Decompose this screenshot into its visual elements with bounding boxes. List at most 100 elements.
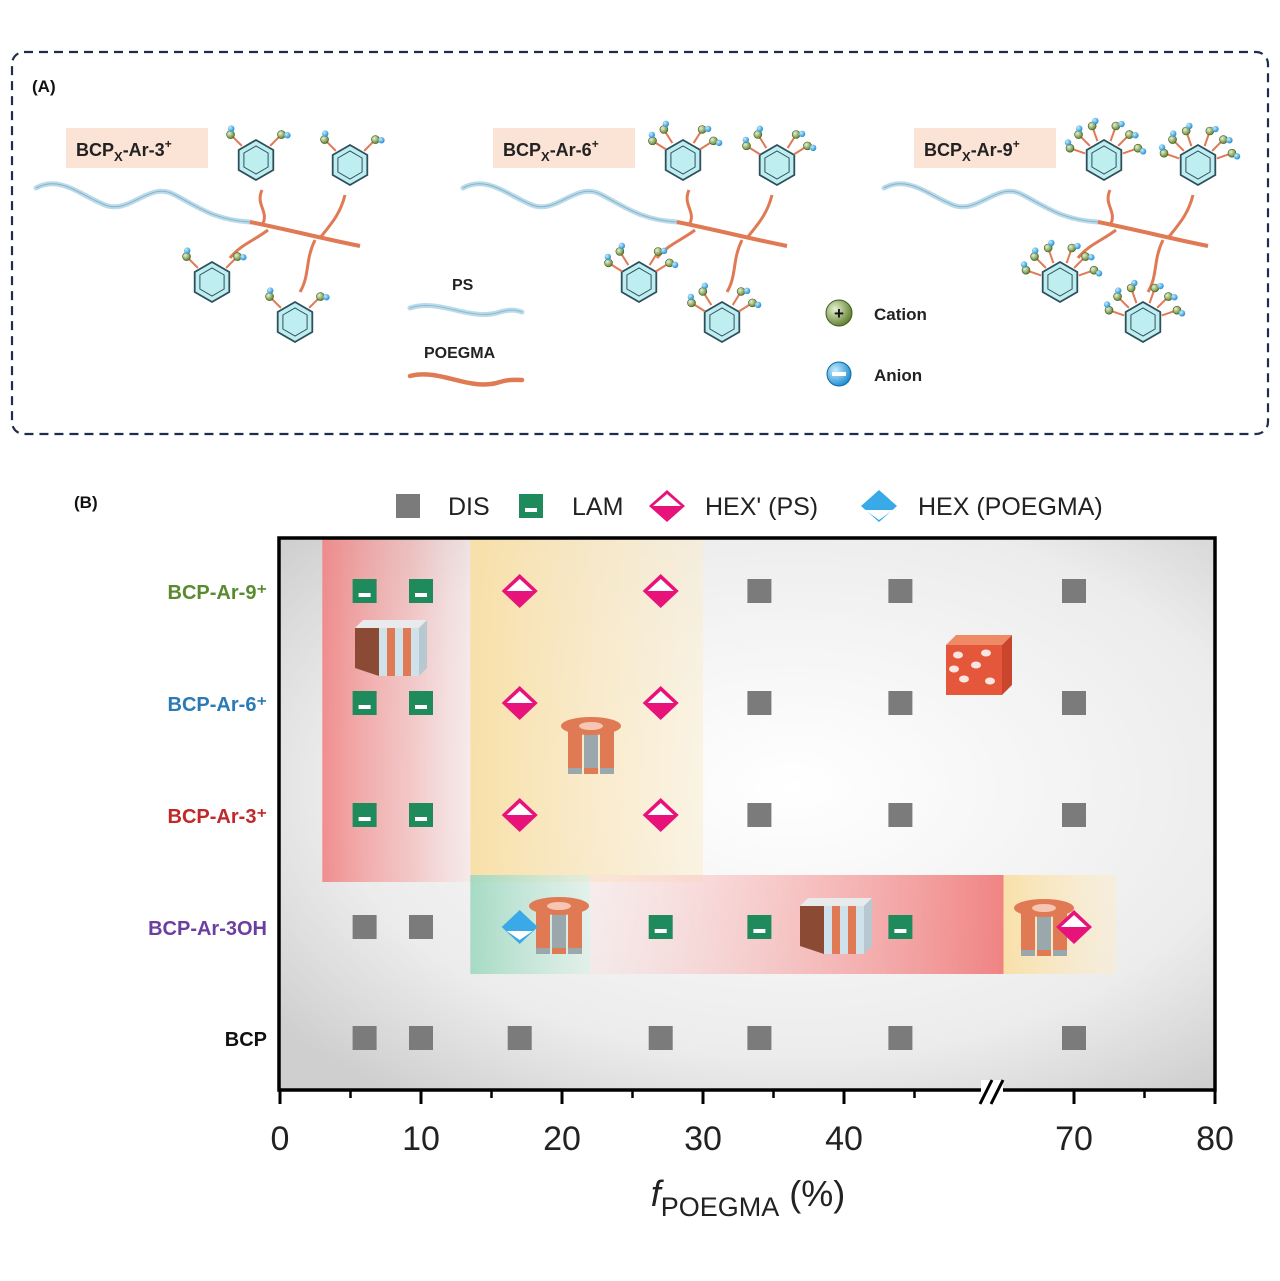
cylinder-top-inner	[547, 902, 571, 910]
molecule-label-main: BCP	[924, 140, 962, 160]
benzene-inner-ring	[764, 150, 790, 180]
side-chain	[228, 228, 269, 259]
benzene-ring-icon	[664, 138, 702, 182]
side-chain	[1076, 228, 1117, 259]
anion-icon	[1158, 144, 1166, 151]
anion-icon	[1171, 294, 1178, 301]
cube-top	[355, 620, 427, 628]
anion-icon	[1186, 122, 1193, 130]
hex-ps-marker-fill	[647, 579, 674, 591]
cation-icon	[1087, 121, 1097, 131]
y-category-label: BCP-Ar-3⁺	[168, 806, 267, 828]
cation-icon	[277, 130, 286, 139]
data-point	[409, 803, 433, 827]
lam-marker-bar	[358, 593, 371, 597]
anion-icon	[648, 131, 656, 139]
data-point	[1062, 1026, 1086, 1050]
dis-marker	[888, 803, 913, 827]
hex-ps-marker-fill	[647, 803, 674, 815]
data-point	[409, 691, 433, 715]
anion-icon	[1095, 270, 1103, 277]
cation-icon	[265, 292, 274, 301]
data-point	[1062, 803, 1086, 827]
anion-icon	[754, 301, 762, 309]
dis-marker	[747, 691, 772, 715]
dis-marker	[747, 803, 772, 827]
panel-b-label: (B)	[74, 493, 98, 512]
data-point	[409, 579, 433, 603]
cation-icon	[371, 135, 380, 144]
lamella-stripe	[824, 906, 832, 954]
benzene-ring-icon	[703, 300, 741, 344]
dis-domain	[981, 649, 991, 657]
anion-icon	[743, 287, 751, 295]
lam-marker-bar	[415, 817, 427, 821]
anion-icon	[1118, 120, 1125, 128]
cation-icon	[1074, 130, 1083, 139]
anion-icon	[742, 136, 750, 144]
poegma-chain-icon	[407, 372, 525, 387]
cation-icon	[604, 258, 613, 268]
poegma-legend-label: POEGMA	[424, 345, 496, 362]
panel-a-border	[10, 50, 1270, 436]
benzene-ring-icon	[237, 138, 275, 182]
anion-icon	[1020, 261, 1028, 268]
poegma-backbone	[1097, 220, 1209, 248]
legend-lam-label: LAM	[572, 493, 623, 521]
legend-hex-poegma-marker	[861, 490, 897, 522]
ps-chain-outline	[462, 183, 678, 223]
cation-icon	[1172, 305, 1182, 315]
y-category-label: BCP	[225, 1029, 267, 1051]
cube-top	[946, 635, 1012, 645]
lam-marker-bar	[894, 929, 907, 933]
data-point	[642, 574, 679, 608]
data-point	[747, 803, 772, 827]
benzene-inner-ring	[626, 267, 652, 297]
side-chain	[1166, 194, 1195, 239]
lamella-stripe	[832, 906, 840, 954]
hex-ps-marker-fill	[647, 691, 674, 703]
benzene-inner-ring	[243, 145, 269, 175]
anion-icon	[1131, 279, 1138, 287]
ion-legend: + Cation Anion	[825, 299, 927, 387]
cation-icon	[1219, 135, 1228, 144]
phase-legend: DIS LAM HEX' (PS) HEX (POEGMA)	[396, 490, 1103, 522]
side-chain	[258, 189, 266, 226]
lamella-stripe	[387, 628, 395, 676]
anion-icon	[687, 293, 695, 301]
lamella-stripe	[403, 628, 411, 676]
cation-icon	[687, 298, 696, 308]
data-point	[352, 803, 377, 827]
anion-icon	[1032, 247, 1039, 254]
anion-icon	[660, 247, 668, 255]
lam-cube-illustration-2	[800, 898, 872, 954]
benzene-ring-icon	[276, 300, 314, 344]
cation-icon	[648, 136, 657, 146]
benzene-ring-icon	[331, 143, 369, 187]
dis-marker	[1062, 691, 1086, 715]
anion-icon	[618, 242, 626, 250]
molecule-label-main: BCP	[76, 140, 114, 160]
molecule-group: BCPX-Ar-3+ BCPX-Ar-6+ BCPX-Ar-9+	[33, 117, 1241, 344]
x-tick-label: 10	[402, 1120, 440, 1158]
anion-icon	[1212, 125, 1219, 133]
x-tick-label: 40	[825, 1120, 863, 1158]
benzene-inner-ring	[1130, 307, 1156, 337]
dis-marker	[648, 1026, 673, 1050]
cation-icon	[825, 299, 853, 327]
anion-icon	[1048, 239, 1055, 247]
cation-icon	[697, 125, 707, 134]
molecule-label-sub: X	[541, 149, 550, 164]
molecule-label-rest: -Ar-3	[123, 140, 165, 160]
lam-marker-bar	[358, 817, 371, 821]
benzene-inner-ring	[337, 150, 363, 180]
data-point	[747, 915, 772, 939]
x-tick-label: 30	[684, 1120, 722, 1158]
molecule-label-box	[66, 128, 208, 168]
ps-chain-outline	[883, 183, 1099, 223]
cation-label: Cation	[874, 305, 927, 324]
molecule-label-rest: -Ar-6	[550, 140, 592, 160]
benzene-inner-ring	[199, 267, 225, 297]
lam-marker-bar	[358, 705, 371, 709]
